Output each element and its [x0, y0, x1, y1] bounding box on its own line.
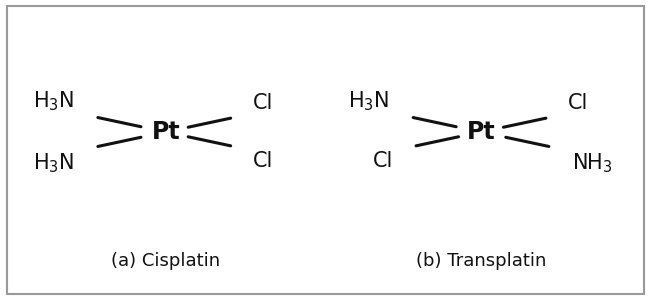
Text: H$_3$N: H$_3$N — [33, 152, 74, 175]
Text: Pt: Pt — [467, 120, 495, 144]
Text: (a) Cisplatin: (a) Cisplatin — [111, 252, 220, 270]
Text: Cl: Cl — [568, 93, 589, 113]
Text: Cl: Cl — [253, 93, 274, 113]
Text: (b) Transplatin: (b) Transplatin — [416, 252, 546, 270]
Text: Cl: Cl — [373, 151, 394, 171]
Text: H$_3$N: H$_3$N — [33, 89, 74, 112]
Text: Cl: Cl — [253, 151, 274, 171]
Text: NH$_3$: NH$_3$ — [573, 152, 613, 175]
Text: Pt: Pt — [151, 120, 180, 144]
Text: H$_3$N: H$_3$N — [348, 89, 389, 112]
